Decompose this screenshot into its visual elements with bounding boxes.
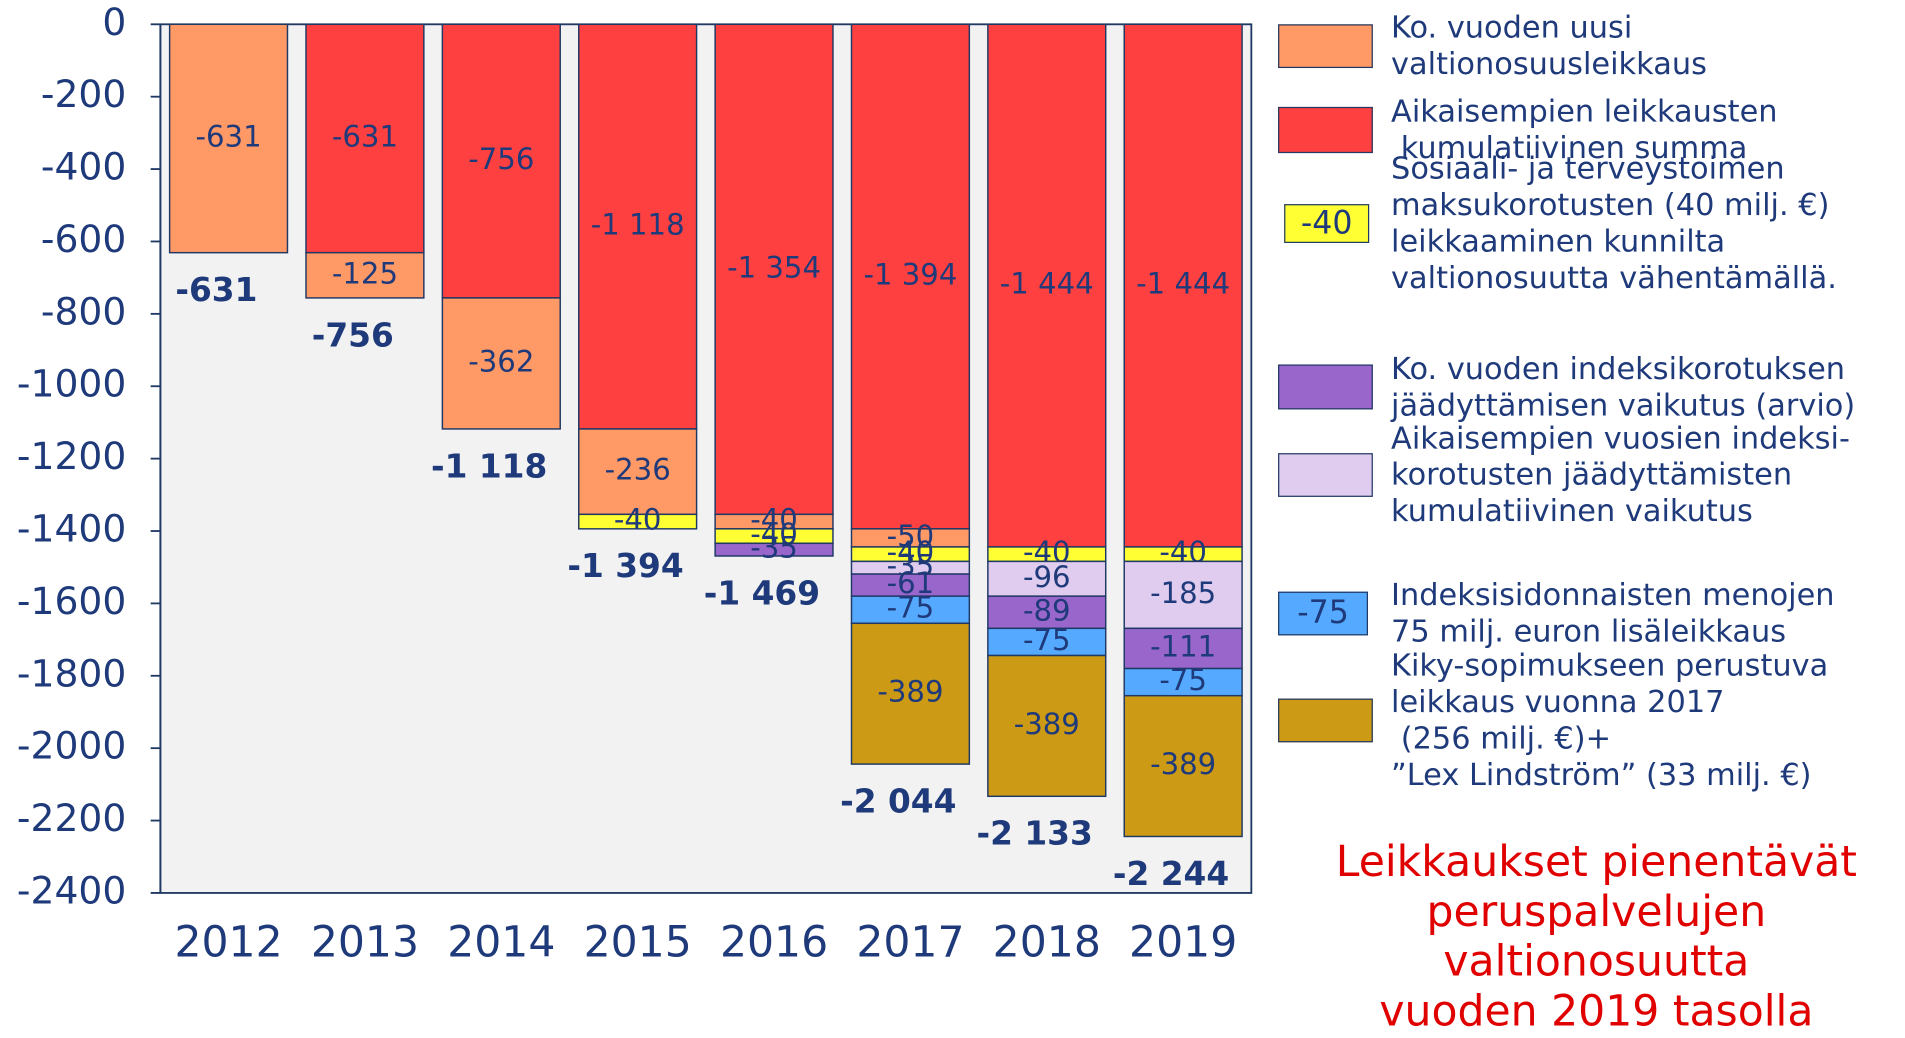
legend-swatch <box>1278 364 1373 410</box>
data-label: -1 394 <box>863 258 957 292</box>
data-label: -1 444 <box>1136 267 1230 301</box>
bar-segment <box>987 23 1107 548</box>
bar-segment <box>1123 23 1243 548</box>
data-label: -236 <box>605 453 671 487</box>
legend-swatch <box>1278 453 1373 497</box>
bar-segment <box>578 23 698 430</box>
x-tick-label: 2012 <box>174 919 282 968</box>
bar-segment <box>1123 627 1243 670</box>
data-label: -40 <box>614 503 662 537</box>
total-label: -1 394 <box>567 547 683 585</box>
data-label: -89 <box>1023 593 1071 627</box>
bar-segment <box>850 23 971 530</box>
annotation: Leikkaukset pienentävät peruspalvelujen … <box>1335 838 1857 1037</box>
bar-segment <box>987 627 1107 657</box>
total-label: -631 <box>175 271 257 309</box>
bar-segment <box>578 513 698 530</box>
data-label: -75 <box>1159 663 1207 697</box>
data-label: -185 <box>1150 576 1216 610</box>
total-label: -1 118 <box>431 447 547 485</box>
data-label: -631 <box>332 119 398 153</box>
bar-segment <box>305 251 425 299</box>
y-tick-label: -1600 <box>17 579 126 623</box>
data-label: -362 <box>468 344 534 378</box>
y-tick-label: -200 <box>41 72 126 116</box>
page: {"chart_data": {"type": "stacked-bar", "… <box>16 0 1857 1037</box>
bar-segment <box>1123 694 1243 838</box>
data-label: -75 <box>887 591 935 625</box>
y-tick-label: -1800 <box>17 651 126 695</box>
y-tick-label: -1200 <box>17 434 126 478</box>
bar-segment <box>305 23 425 254</box>
legend-label: Indeksisidonnaisten menojen 75 milj. eur… <box>1391 577 1835 649</box>
bar-segment <box>850 622 971 765</box>
x-tick-label: 2018 <box>993 919 1101 968</box>
data-label: -756 <box>468 142 534 176</box>
x-tick-label: 2019 <box>1129 919 1237 968</box>
x-tick-label: 2016 <box>720 919 828 968</box>
data-label: -75 <box>1023 623 1071 657</box>
bar-segment <box>441 23 561 299</box>
bar-segment <box>1123 667 1243 697</box>
bar-segment <box>987 654 1107 798</box>
data-label: -389 <box>1014 707 1080 741</box>
total-label: -1 469 <box>704 574 820 612</box>
bar-segment <box>441 297 561 430</box>
bar-segment <box>578 428 698 516</box>
data-label: -96 <box>1023 560 1071 594</box>
bar-segment <box>714 23 834 516</box>
y-tick-label: -800 <box>41 289 126 333</box>
y-tick-label: -400 <box>41 145 126 189</box>
y-tick-label: -600 <box>41 217 126 261</box>
legend-swatch: -75 <box>1278 591 1368 636</box>
y-tick-label: -1000 <box>17 362 126 406</box>
y-tick-label: -1400 <box>17 507 126 551</box>
data-label: -61 <box>887 566 935 600</box>
data-label: -389 <box>1150 747 1216 781</box>
bar-segment <box>168 23 289 254</box>
data-label: -125 <box>332 256 398 290</box>
x-tick-label: 2014 <box>447 919 555 968</box>
total-label: -756 <box>312 316 394 354</box>
x-tick-label: 2017 <box>856 919 964 968</box>
data-label: -1 444 <box>1000 267 1094 301</box>
total-label: -2 244 <box>1113 855 1229 893</box>
legend-swatch <box>1278 106 1373 154</box>
legend-label: Ko. vuoden indeksikorotuksen jäädyttämis… <box>1391 350 1856 423</box>
data-label: -1 354 <box>727 250 821 284</box>
x-tick-label: 2013 <box>311 919 419 968</box>
y-tick-label: 0 <box>102 0 126 44</box>
data-label: -1 118 <box>591 208 685 242</box>
y-tick-label: -2400 <box>17 868 126 912</box>
stage: 0 -200 -400 -600 -800 -1000 -1200 -1400 -1600 -18… <box>17 0 1857 1036</box>
legend-label: Ko. vuoden uusi valtionosuusleikkaus <box>1391 9 1707 82</box>
chart: 0 -200 -400 -600 -800 -1000 -1200 -1400 -1600 -18… <box>17 0 1253 968</box>
x-tick-label: 2015 <box>584 919 692 968</box>
bar-segment <box>1123 560 1243 630</box>
legend-swatch <box>1278 698 1373 743</box>
data-label: -389 <box>877 675 943 709</box>
y-tick-label: -2000 <box>17 724 126 768</box>
legend-swatch <box>1278 24 1373 69</box>
data-label: -631 <box>195 119 261 153</box>
legend-label: Sosiaali- ja terveystoimen maksukorotust… <box>1391 150 1837 296</box>
bar-segment <box>714 542 834 557</box>
total-label: -2 044 <box>840 782 956 820</box>
legend-swatch: -40 <box>1284 204 1370 243</box>
data-label: -35 <box>750 531 798 565</box>
bar-segment <box>850 595 971 625</box>
legend-label: Aikaisempien vuosien indeksi- korotusten… <box>1391 420 1850 529</box>
y-tick-label: -2200 <box>17 796 126 840</box>
total-label: -2 133 <box>976 815 1092 853</box>
legend-label: Aikaisempien leikkausten kumulatiivinen … <box>1391 93 1778 166</box>
legend-label: Kiky-sopimukseen perustuva leikkaus vuon… <box>1391 647 1829 793</box>
data-label: -111 <box>1150 629 1216 663</box>
